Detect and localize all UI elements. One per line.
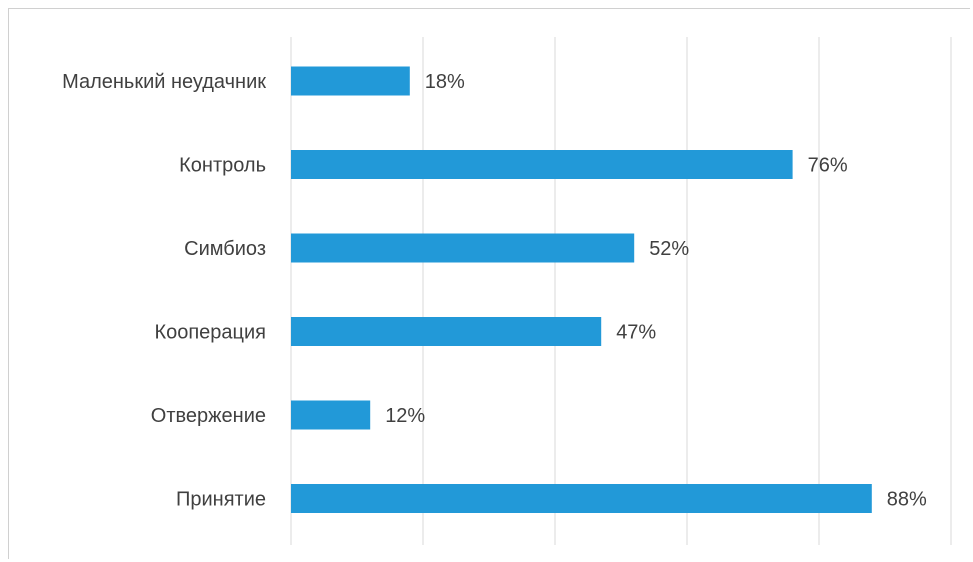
data-label: 47% [616, 322, 656, 344]
data-label: 88% [887, 489, 927, 511]
bar [291, 484, 872, 513]
bar [291, 317, 602, 346]
category-label: Принятие [176, 489, 266, 511]
bar [291, 150, 793, 179]
category-label: Кооперация [154, 322, 266, 344]
data-label: 52% [649, 238, 689, 260]
category-label: Маленький неудачник [62, 71, 266, 93]
category-label: Симбиоз [184, 238, 266, 260]
data-label: 76% [808, 155, 848, 177]
gridlines [290, 37, 952, 545]
bar [291, 400, 371, 430]
data-label: 18% [425, 71, 465, 93]
bar [291, 66, 410, 96]
chart-frame [8, 8, 970, 559]
bar-series [291, 66, 872, 513]
data-label: 12% [385, 405, 425, 427]
category-label: Контроль [179, 155, 266, 177]
category-labels: Маленький неудачник Контроль Симбиоз Коопер… [62, 71, 266, 511]
bar [291, 233, 635, 263]
category-label: Отвержение [151, 405, 266, 427]
data-labels: 18% 76% 52% 47% 12% 88% [385, 71, 927, 511]
